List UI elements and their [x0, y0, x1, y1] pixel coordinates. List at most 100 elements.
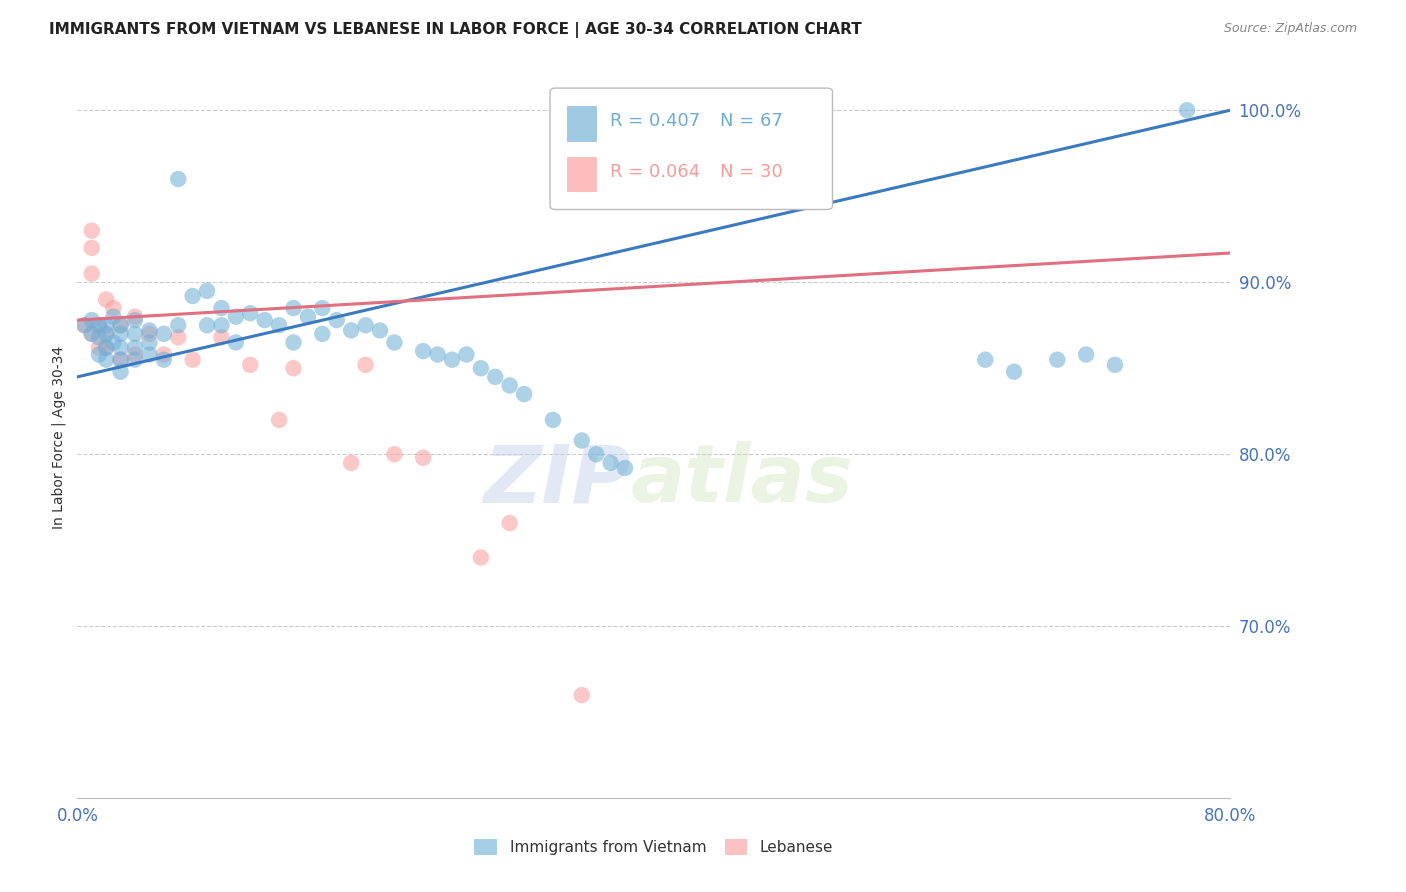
- Point: [283, 335, 305, 350]
- Point: [80, 267, 103, 281]
- Point: [267, 413, 291, 427]
- Point: [426, 347, 449, 361]
- Point: [103, 335, 125, 350]
- Point: [974, 352, 997, 367]
- Point: [239, 358, 262, 372]
- Text: atlas: atlas: [631, 442, 853, 519]
- Point: [412, 344, 434, 359]
- Point: [124, 326, 146, 341]
- Text: N = 30: N = 30: [720, 163, 782, 181]
- Y-axis label: In Labor Force | Age 30-34: In Labor Force | Age 30-34: [52, 345, 66, 529]
- Point: [181, 289, 204, 303]
- Point: [599, 456, 621, 470]
- Point: [441, 352, 464, 367]
- Point: [325, 313, 349, 327]
- Point: [124, 352, 146, 367]
- Point: [110, 352, 132, 367]
- Point: [614, 461, 637, 475]
- Point: [110, 341, 132, 355]
- Legend: Immigrants from Vietnam, Lebanese: Immigrants from Vietnam, Lebanese: [467, 831, 841, 863]
- Point: [110, 326, 132, 341]
- Point: [283, 301, 305, 315]
- Point: [484, 370, 506, 384]
- Point: [585, 447, 607, 461]
- Point: [80, 313, 103, 327]
- Point: [283, 361, 305, 376]
- Point: [110, 352, 132, 367]
- Point: [96, 326, 118, 341]
- FancyBboxPatch shape: [568, 157, 596, 192]
- Point: [382, 447, 406, 461]
- Point: [470, 361, 492, 376]
- Point: [456, 347, 478, 361]
- Text: N = 67: N = 67: [720, 112, 782, 130]
- Point: [340, 323, 363, 337]
- FancyBboxPatch shape: [550, 88, 832, 210]
- Point: [138, 323, 160, 337]
- Point: [239, 306, 262, 320]
- Point: [1002, 365, 1025, 379]
- Point: [96, 341, 118, 355]
- Point: [470, 550, 492, 565]
- Point: [153, 352, 174, 367]
- Point: [96, 318, 118, 333]
- Point: [87, 330, 110, 344]
- Point: [541, 413, 564, 427]
- Point: [225, 335, 247, 350]
- Point: [110, 365, 132, 379]
- Point: [138, 347, 160, 361]
- Point: [87, 341, 110, 355]
- Point: [1104, 358, 1126, 372]
- Text: R = 0.407: R = 0.407: [610, 112, 700, 130]
- Point: [181, 352, 204, 367]
- Point: [340, 456, 363, 470]
- Point: [211, 330, 233, 344]
- Point: [1046, 352, 1069, 367]
- Text: ZIP: ZIP: [484, 442, 631, 519]
- Point: [195, 318, 218, 333]
- Point: [80, 224, 103, 238]
- Point: [571, 434, 593, 448]
- Point: [368, 323, 391, 337]
- Point: [499, 378, 522, 392]
- FancyBboxPatch shape: [568, 106, 596, 141]
- Point: [297, 310, 319, 324]
- Point: [110, 318, 132, 333]
- Point: [311, 301, 333, 315]
- Point: [96, 341, 118, 355]
- Point: [103, 310, 125, 324]
- Point: [167, 330, 190, 344]
- Point: [138, 335, 160, 350]
- Point: [167, 172, 190, 186]
- Text: IMMIGRANTS FROM VIETNAM VS LEBANESE IN LABOR FORCE | AGE 30-34 CORRELATION CHART: IMMIGRANTS FROM VIETNAM VS LEBANESE IN L…: [49, 22, 862, 38]
- Point: [354, 318, 377, 333]
- Point: [153, 326, 174, 341]
- Point: [382, 335, 406, 350]
- Point: [80, 326, 103, 341]
- Point: [267, 318, 291, 333]
- Point: [73, 318, 96, 333]
- Point: [153, 347, 174, 361]
- Point: [110, 318, 132, 333]
- Point: [80, 241, 103, 255]
- Point: [1076, 347, 1098, 361]
- Point: [87, 318, 110, 333]
- Point: [354, 358, 377, 372]
- Point: [80, 326, 103, 341]
- Point: [103, 301, 125, 315]
- Point: [571, 688, 593, 702]
- Point: [513, 387, 536, 401]
- Point: [253, 313, 276, 327]
- Point: [499, 516, 522, 530]
- Point: [124, 341, 146, 355]
- Text: Source: ZipAtlas.com: Source: ZipAtlas.com: [1223, 22, 1357, 36]
- Point: [138, 326, 160, 341]
- Point: [73, 318, 96, 333]
- Point: [211, 301, 233, 315]
- Point: [124, 313, 146, 327]
- Point: [124, 347, 146, 361]
- Point: [211, 318, 233, 333]
- Point: [311, 326, 333, 341]
- Point: [87, 318, 110, 333]
- Point: [167, 318, 190, 333]
